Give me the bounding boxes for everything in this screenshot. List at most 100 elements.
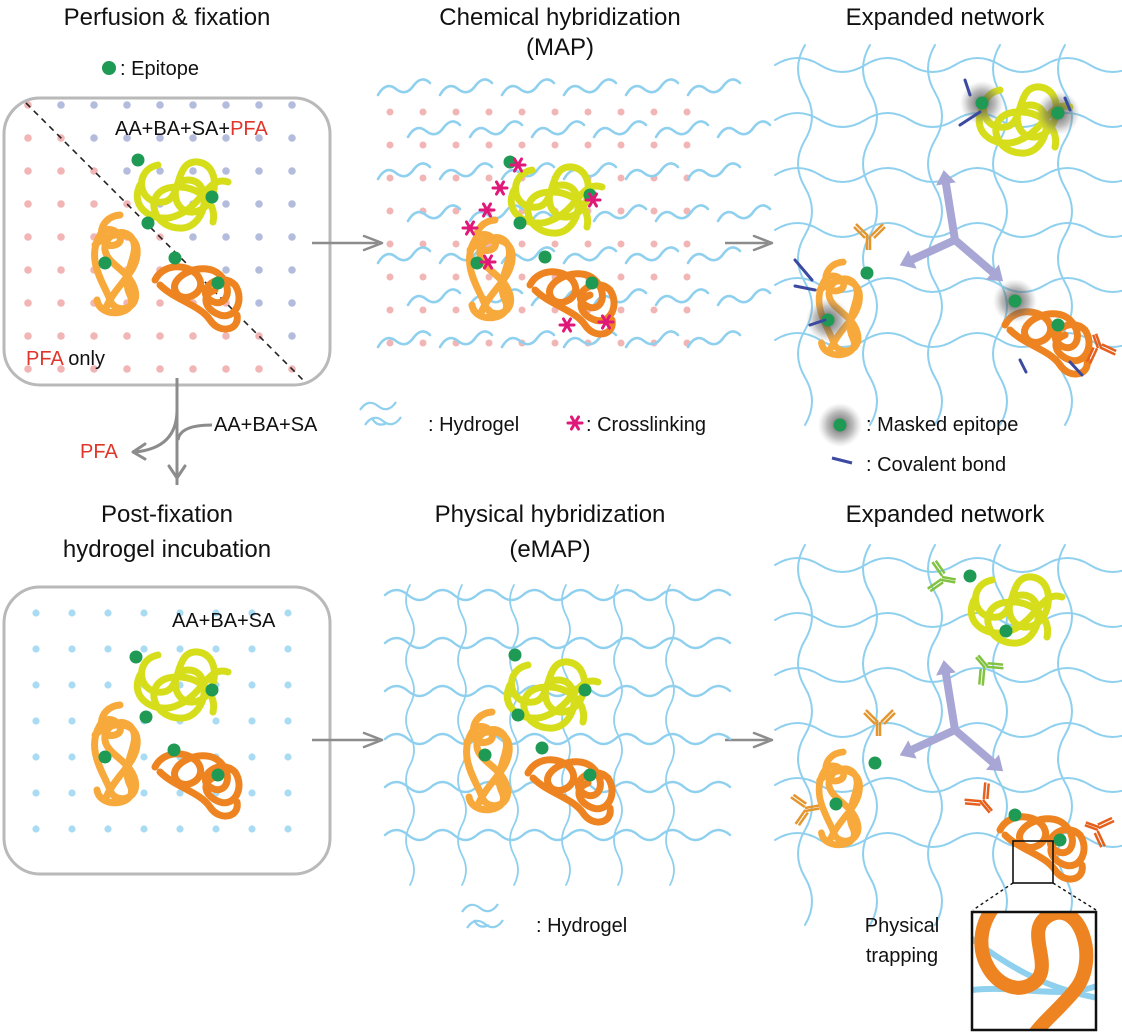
fixative-dot bbox=[68, 753, 76, 761]
specimen-box-outline bbox=[2, 585, 332, 876]
protein-orange bbox=[155, 754, 239, 816]
protein-orange bbox=[155, 267, 239, 329]
fixative-dot bbox=[485, 141, 493, 149]
fixative-dot bbox=[57, 266, 65, 274]
fixative-dot bbox=[57, 299, 65, 307]
fixative-dot bbox=[189, 365, 197, 373]
hydrogel-strand bbox=[406, 120, 462, 139]
hydrogel-strand bbox=[500, 162, 556, 181]
crosslink-star bbox=[566, 415, 584, 431]
fixative-dot bbox=[683, 240, 691, 248]
crosslink-star bbox=[597, 314, 615, 330]
hydrogel-strand bbox=[500, 78, 556, 97]
crosslink-star bbox=[584, 192, 602, 208]
fixative-dot bbox=[617, 108, 625, 116]
fixative-dot bbox=[255, 167, 263, 175]
fixative-dot bbox=[288, 167, 296, 175]
fixative-dot bbox=[617, 240, 625, 248]
fixative-dot bbox=[32, 753, 40, 761]
panel-title: Chemical hybridization bbox=[439, 4, 680, 31]
fixative-dot bbox=[176, 645, 184, 653]
fixative-dot bbox=[284, 753, 292, 761]
arrow-left-curve bbox=[134, 409, 179, 454]
hydrogel-mesh bbox=[383, 584, 732, 886]
fixative-dot bbox=[386, 141, 394, 149]
fixative-dot bbox=[156, 167, 164, 175]
panel-post-fixation: Post-fixation hydrogel incubation AA+BA+SA bbox=[2, 501, 332, 876]
epitope-dot bbox=[1008, 294, 1022, 308]
fixative-dot bbox=[386, 174, 394, 182]
fixative-dot bbox=[24, 167, 32, 175]
fixative-dot bbox=[452, 174, 460, 182]
hydrogel-strand bbox=[438, 330, 494, 349]
fixative-dot bbox=[140, 789, 148, 797]
inset-label-line1: Physical bbox=[865, 915, 939, 937]
legend-masked-epitope: : Masked epitope bbox=[818, 403, 1018, 447]
panel-subtitle: hydrogel incubation bbox=[63, 536, 271, 563]
panel-subtitle: (MAP) bbox=[526, 34, 594, 61]
expansion-arrowhead bbox=[985, 264, 1004, 282]
fixative-dot bbox=[57, 200, 65, 208]
fixative-dot bbox=[255, 299, 263, 307]
hydrogel-strand bbox=[624, 78, 680, 97]
fixative-dot bbox=[452, 306, 460, 314]
arrow-top-1 bbox=[312, 234, 384, 252]
hydrogel-strand bbox=[654, 204, 710, 223]
covalent-bond bbox=[793, 258, 814, 282]
fixative-dot bbox=[248, 609, 256, 617]
arrow-join-curve bbox=[176, 423, 213, 441]
fixative-dot bbox=[683, 207, 691, 215]
fixative-dot bbox=[156, 365, 164, 373]
fixative-dot bbox=[32, 825, 40, 833]
fixative-dot bbox=[68, 681, 76, 689]
fixative-dot bbox=[222, 200, 230, 208]
fixative-dot bbox=[683, 306, 691, 314]
fixative-dot bbox=[650, 141, 658, 149]
fixative-dot bbox=[156, 299, 164, 307]
label-pfa-only: PFA only bbox=[26, 348, 105, 370]
epitope-dot bbox=[999, 624, 1013, 638]
fixative-dot bbox=[57, 233, 65, 241]
hydrogel-strand bbox=[406, 204, 462, 223]
fixative-dot bbox=[248, 681, 256, 689]
epitope-dot bbox=[205, 190, 219, 204]
fixative-dot bbox=[24, 233, 32, 241]
fixative-dot bbox=[123, 134, 131, 142]
panel-physical-hybridization: Physical hybridization (eMAP): Hydrogel bbox=[383, 501, 732, 937]
fixative-dot bbox=[212, 609, 220, 617]
legend-hydrogel: : Hydrogel bbox=[359, 401, 519, 436]
fixative-dot bbox=[140, 645, 148, 653]
fixative-dot bbox=[176, 609, 184, 617]
legend-hydrogel-label: : Hydrogel bbox=[536, 915, 627, 937]
fixative-dot bbox=[90, 365, 98, 373]
fixative-dot bbox=[284, 789, 292, 797]
fixative-dot bbox=[24, 299, 32, 307]
fixative-dot bbox=[551, 339, 559, 347]
fixative-dot bbox=[68, 717, 76, 725]
arrow-bottom-1 bbox=[312, 731, 384, 749]
epitope-dot bbox=[1008, 808, 1022, 822]
protein-yellow bbox=[971, 577, 1062, 643]
legend-crosslinking: : Crosslinking bbox=[566, 414, 706, 436]
fixative-dot bbox=[90, 101, 98, 109]
fixative-dot bbox=[24, 266, 32, 274]
fixative-dot bbox=[248, 645, 256, 653]
fixative-dot bbox=[255, 233, 263, 241]
fixative-dot bbox=[284, 681, 292, 689]
fixative-dot bbox=[189, 167, 197, 175]
fixative-dot bbox=[452, 273, 460, 281]
epitope-dot bbox=[583, 768, 597, 782]
fixative-dot bbox=[255, 101, 263, 109]
covalent-bond bbox=[1018, 358, 1028, 374]
label-pfa-removed: PFA bbox=[80, 441, 118, 463]
hydrogel-strand bbox=[686, 330, 742, 349]
hydrogel-strand bbox=[376, 78, 432, 97]
fixative-dot bbox=[617, 273, 625, 281]
expansion-arrows bbox=[899, 660, 1004, 772]
expansion-arrow bbox=[941, 174, 959, 244]
fixative-dot bbox=[123, 167, 131, 175]
epitope-dot bbox=[98, 256, 112, 270]
fixative-dot bbox=[104, 825, 112, 833]
hydrogel-strand bbox=[624, 330, 680, 349]
fixative-dot bbox=[419, 108, 427, 116]
